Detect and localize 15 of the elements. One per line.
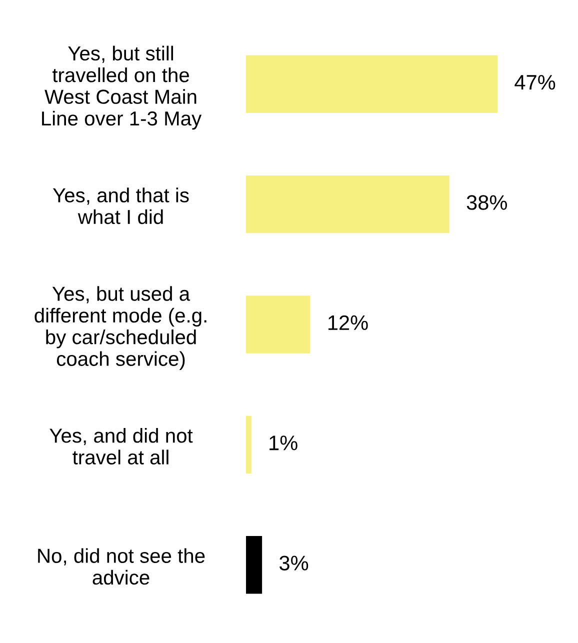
y-tick-label: Yes, but still travelled on the West Coast Main Line over 1-3 May <box>42 46 202 130</box>
y-tick-label: Yes, and did not travel at all <box>50 428 193 464</box>
bar <box>246 296 310 354</box>
y-tick-label: No, did not see the advice <box>38 548 205 585</box>
y-tick-label: Yes, but used a different mode (e.g. by car/scheduled coach service) <box>34 286 206 370</box>
bar <box>246 55 498 113</box>
y-tick-label: Yes, and that is what I did <box>52 188 189 224</box>
data-label: 38% <box>466 195 507 210</box>
data-label: 3% <box>280 556 308 570</box>
data-label: 12% <box>328 315 368 330</box>
bar <box>246 175 450 234</box>
data-label: 1% <box>270 436 298 450</box>
bar <box>246 536 262 594</box>
data-label: 47% <box>514 75 556 90</box>
bar <box>246 416 252 474</box>
